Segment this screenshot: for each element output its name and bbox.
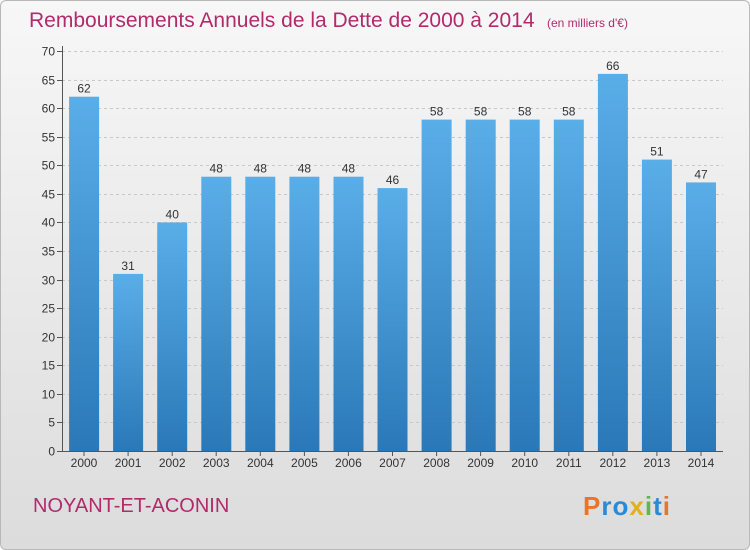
y-tick-label: 35	[42, 245, 56, 259]
axes: 0 5 10 15 20 25 30 35 40 45 50 55 60 65 70	[42, 45, 723, 459]
proxiti-logo[interactable]: Proxiti	[583, 491, 671, 522]
x-tick-label-2007: 2007	[379, 456, 406, 470]
value-label-2000: 62	[77, 82, 91, 96]
y-tick-label: 45	[42, 188, 56, 202]
y-tick-label: 0	[48, 445, 55, 459]
x-tick-label-2010: 2010	[511, 456, 538, 470]
y-tick-label: 30	[42, 274, 56, 288]
value-label-2003: 48	[210, 162, 224, 176]
bar-2004[interactable]	[245, 176, 276, 451]
x-tick-label-2004: 2004	[247, 456, 274, 470]
bars	[69, 73, 716, 452]
x-tick-label-2000: 2000	[71, 456, 98, 470]
bar-2008[interactable]	[421, 119, 452, 451]
y-tick-label: 70	[42, 45, 56, 59]
value-label-2008: 58	[430, 105, 444, 119]
x-tick-label-2013: 2013	[644, 456, 671, 470]
x-tick-label-2011: 2011	[556, 456, 582, 470]
logo-letter: r	[601, 491, 613, 521]
chart-title-main: Remboursements Annuels de la Dette de 20…	[29, 9, 535, 32]
y-tick-label: 15	[42, 359, 56, 373]
value-label-2009: 58	[474, 105, 488, 119]
x-tick-label-2008: 2008	[423, 456, 450, 470]
value-label-2004: 48	[254, 162, 268, 176]
bar-2010[interactable]	[509, 119, 540, 451]
logo-letter: t	[653, 491, 663, 521]
bar-2013[interactable]	[641, 159, 672, 451]
commune-name: NOYANT-ET-ACONIN	[33, 495, 230, 517]
y-tick-label: 10	[42, 388, 56, 402]
y-tick-label: 20	[42, 331, 56, 345]
value-label-2010: 58	[518, 105, 532, 119]
value-label-2005: 48	[298, 162, 312, 176]
x-tick-label-2003: 2003	[203, 456, 230, 470]
bar-2003[interactable]	[201, 176, 232, 451]
value-label-2012: 66	[606, 59, 620, 73]
bar-2005[interactable]	[289, 176, 320, 451]
logo-letter: o	[612, 491, 630, 521]
y-tick-label: 50	[42, 159, 56, 173]
x-tick-label-2002: 2002	[159, 456, 186, 470]
y-tick-label: 40	[42, 216, 56, 230]
chart-title-unit: (en milliers d'€)	[546, 16, 628, 30]
logo-letter: P	[583, 491, 602, 521]
logo-letter: x	[629, 491, 645, 521]
labels: 62 2000 31 2001 40 2002 48 2003 48 2004 48 2005 48 20…	[71, 59, 715, 470]
value-label-2007: 46	[386, 173, 400, 187]
logo-letter: i	[644, 491, 654, 521]
value-label-2014: 47	[694, 167, 708, 181]
bar-2009[interactable]	[465, 119, 496, 451]
value-label-2006: 48	[342, 162, 356, 176]
y-tick-label: 5	[48, 416, 55, 430]
bar-2011[interactable]	[553, 119, 584, 451]
value-label-2013: 51	[650, 145, 664, 159]
bar-2014[interactable]	[686, 182, 716, 451]
bar-2006[interactable]	[333, 176, 364, 451]
x-tick-label-2012: 2012	[599, 456, 626, 470]
y-tick-label: 55	[42, 131, 56, 145]
value-label-2002: 40	[166, 207, 180, 221]
y-tick-label: 65	[42, 74, 56, 88]
x-tick-label-2005: 2005	[291, 456, 318, 470]
y-tick-label: 60	[42, 102, 56, 116]
bar-2001[interactable]	[113, 273, 144, 451]
value-label-2011: 58	[562, 105, 576, 119]
value-label-2001: 31	[121, 259, 135, 273]
x-tick-label-2006: 2006	[335, 456, 362, 470]
bar-2002[interactable]	[157, 222, 188, 451]
logo-letter: i	[662, 491, 671, 521]
y-tick-label: 25	[42, 302, 56, 316]
x-tick-label-2014: 2014	[688, 456, 715, 470]
bar-2000[interactable]	[69, 96, 100, 451]
chart-title: Remboursements Annuels de la Dette de 20…	[29, 9, 628, 33]
bar-2012[interactable]	[597, 73, 628, 452]
x-tick-label-2009: 2009	[467, 456, 494, 470]
x-tick-label-2001: 2001	[115, 456, 142, 470]
bar-2007[interactable]	[377, 188, 408, 451]
